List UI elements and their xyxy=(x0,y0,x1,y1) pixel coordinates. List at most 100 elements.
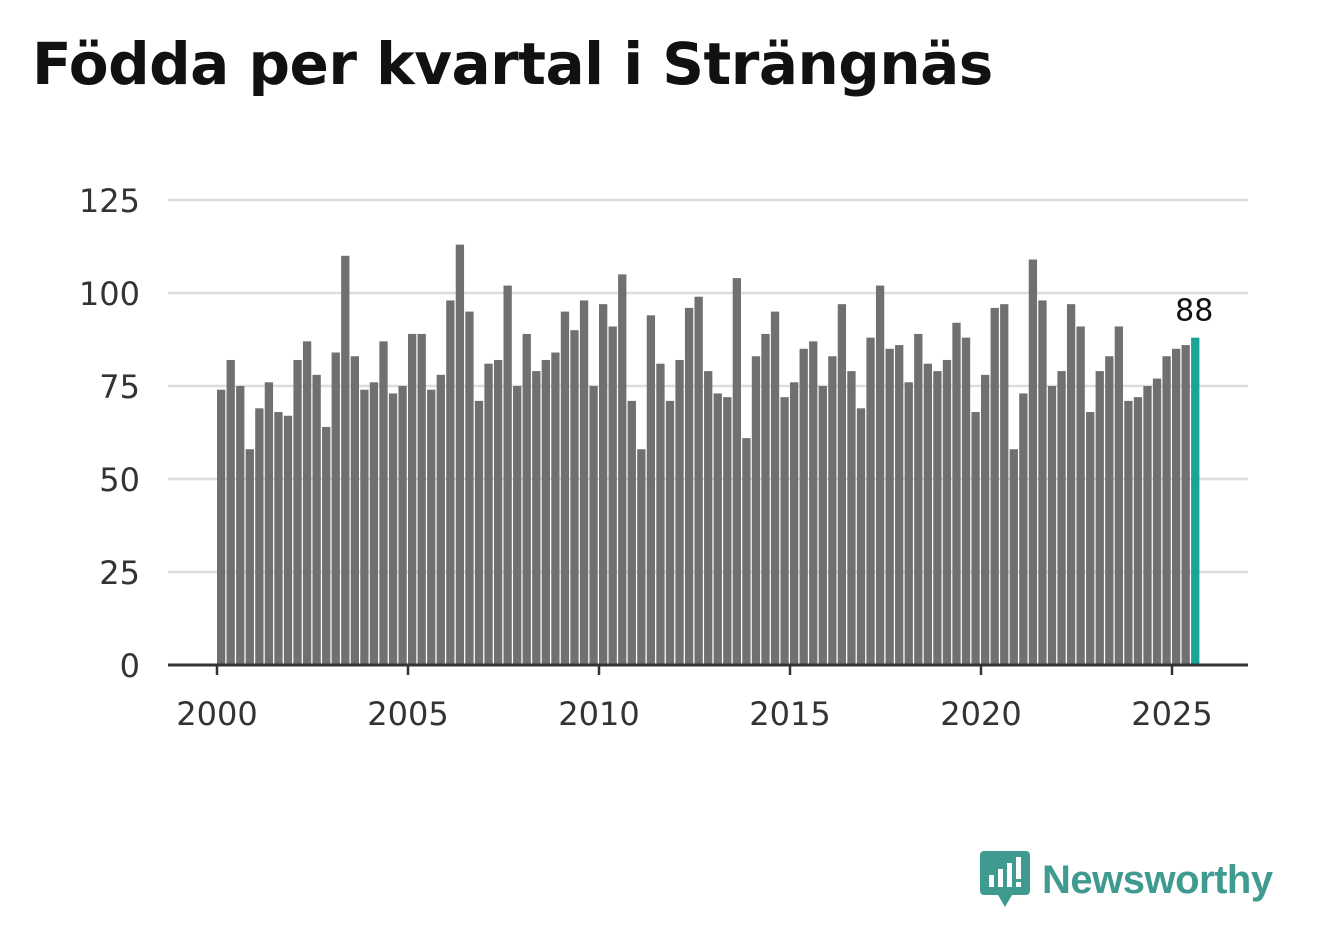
bar xyxy=(665,400,675,665)
bar xyxy=(236,386,245,665)
bar xyxy=(1047,386,1057,665)
bar xyxy=(388,393,398,665)
x-tick-label: 2025 xyxy=(1131,695,1212,733)
bar xyxy=(503,285,512,665)
x-tick-label: 2020 xyxy=(940,695,1021,733)
bar xyxy=(436,374,445,665)
bars xyxy=(217,244,1200,666)
bar xyxy=(866,337,875,665)
x-tick-label: 2005 xyxy=(367,695,448,733)
bar xyxy=(684,307,694,665)
bar xyxy=(360,389,369,665)
bar xyxy=(780,397,789,665)
bar xyxy=(341,255,350,666)
bar xyxy=(1009,449,1018,665)
bar xyxy=(818,386,827,665)
y-tick-label: 100 xyxy=(79,275,140,313)
bar xyxy=(427,389,436,665)
bar xyxy=(942,359,952,665)
y-tick-label: 25 xyxy=(99,554,140,592)
bar xyxy=(274,412,283,665)
x-axis: 2000 2005 2010 2015 2020 2025 xyxy=(168,663,1248,733)
bar xyxy=(637,449,646,665)
bar xyxy=(1133,397,1143,665)
bar xyxy=(923,363,932,665)
y-tick-label: 50 xyxy=(99,461,140,499)
bar xyxy=(809,341,818,665)
bar xyxy=(742,438,751,665)
bar xyxy=(885,348,894,665)
bar xyxy=(627,400,636,665)
bar xyxy=(1019,393,1028,665)
x-tick-label: 2015 xyxy=(749,695,830,733)
bar xyxy=(1114,326,1123,665)
bar xyxy=(761,333,770,665)
bar xyxy=(1181,345,1190,665)
bar xyxy=(217,389,226,665)
bar xyxy=(579,300,589,665)
bar xyxy=(379,341,388,665)
last-value-label: 88 xyxy=(1175,294,1213,329)
bar xyxy=(1152,378,1162,665)
bar xyxy=(551,352,560,665)
bar xyxy=(293,359,302,665)
bar xyxy=(1086,412,1095,665)
bar xyxy=(732,278,741,665)
bar-chart: 0 25 50 75 100 125 2000 2005 2010 2015 2020 2025 8… xyxy=(79,182,1248,733)
bar xyxy=(971,412,980,665)
bar xyxy=(1000,304,1009,665)
bar xyxy=(790,382,799,665)
bar xyxy=(914,333,923,665)
x-tick-label: 2010 xyxy=(558,695,639,733)
bar xyxy=(570,330,579,665)
y-tick-label: 75 xyxy=(99,368,140,406)
bar xyxy=(264,382,274,665)
bar xyxy=(875,285,885,665)
bar xyxy=(847,371,856,665)
bar xyxy=(990,307,999,665)
bar xyxy=(283,415,293,665)
bar xyxy=(245,449,254,665)
bar xyxy=(1076,326,1085,665)
bar xyxy=(331,352,340,665)
bar xyxy=(1105,356,1114,665)
bar xyxy=(522,333,531,665)
bar xyxy=(1038,300,1047,665)
bar xyxy=(608,326,617,665)
bar xyxy=(723,397,732,665)
bar xyxy=(1066,304,1076,665)
bar xyxy=(446,300,455,665)
bar xyxy=(933,371,942,665)
bar xyxy=(713,393,722,665)
bar xyxy=(694,296,703,665)
bar xyxy=(895,345,904,665)
bar xyxy=(312,374,321,665)
bar xyxy=(226,359,235,665)
brand-name: Newsworthy xyxy=(1042,857,1273,902)
y-axis-ticks: 0 25 50 75 100 125 xyxy=(79,182,140,685)
bar xyxy=(408,333,417,665)
bar xyxy=(255,408,264,665)
y-tick-label: 125 xyxy=(79,182,140,220)
bar xyxy=(981,374,990,665)
bar xyxy=(589,386,598,665)
bar xyxy=(1124,400,1133,665)
data-labels: 88 xyxy=(1175,294,1213,329)
bar xyxy=(856,408,866,665)
brand-footer: Newsworthy xyxy=(980,850,1273,910)
bar xyxy=(1028,259,1038,665)
bar xyxy=(541,359,550,665)
x-tick-label: 2000 xyxy=(176,695,257,733)
bar xyxy=(560,311,570,665)
bar xyxy=(493,359,503,665)
bar xyxy=(417,333,426,665)
bar xyxy=(656,363,665,665)
bar xyxy=(322,426,331,665)
bar xyxy=(599,304,608,665)
y-tick-label: 0 xyxy=(120,647,140,685)
bar xyxy=(532,371,541,665)
bar xyxy=(952,322,961,665)
bar xyxy=(474,400,484,665)
bar xyxy=(704,371,713,665)
bar xyxy=(350,356,359,665)
